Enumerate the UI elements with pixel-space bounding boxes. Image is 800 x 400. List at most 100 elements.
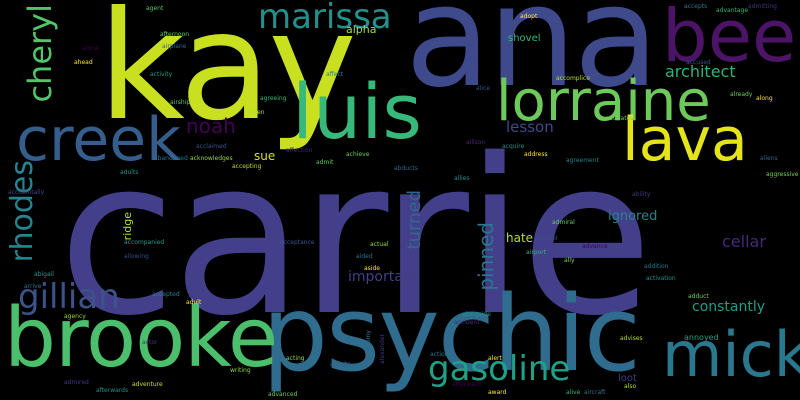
word-alpha: alpha	[346, 23, 377, 36]
word-acknowledges: acknowledges	[190, 155, 233, 162]
word-arrive: arrive	[24, 283, 42, 290]
word-lesson: lesson	[506, 118, 554, 136]
word-alcohol: alcohol	[536, 235, 558, 242]
word-acquire: acquire	[502, 143, 525, 150]
word-agent: agent	[146, 5, 164, 12]
word-pinned: pinned	[474, 222, 498, 291]
word-architect: architect	[665, 62, 736, 81]
word-affect: affect	[326, 71, 344, 78]
word-alone: alone	[82, 45, 99, 52]
word-alongside: alongside	[462, 311, 491, 318]
word-advanced: advanced	[268, 391, 298, 398]
word-airport: airport	[526, 249, 547, 256]
word-abandoned: abandoned	[154, 155, 188, 162]
word-advance: advance	[582, 243, 608, 250]
word-afternoon: afternoon	[160, 31, 190, 38]
word-lorraine: lorraine	[496, 69, 711, 134]
word-allies: allies	[454, 175, 470, 182]
word-rhodes: rhodes	[5, 160, 40, 263]
word-ahead: ahead	[74, 59, 93, 66]
word-admired: admired	[64, 379, 89, 386]
word-bee: bee	[662, 0, 797, 78]
word-airship: airship	[170, 99, 191, 106]
word-accident: accident	[454, 319, 480, 326]
word-award: award	[488, 389, 507, 396]
word-mick: mick	[662, 318, 800, 391]
word-alice: alice	[476, 85, 491, 92]
word-abducts: abducts	[394, 165, 418, 172]
word-accepted: accepted	[152, 291, 180, 298]
word-cellar: cellar	[722, 232, 766, 251]
word-already: already	[730, 91, 753, 98]
word-allison: allison	[466, 139, 486, 146]
word-admit: admit	[316, 159, 334, 166]
word-accomplice: accomplice	[556, 75, 590, 82]
word-advantage: advantage	[716, 7, 749, 14]
word-ridge: ridge	[121, 212, 134, 241]
word-agreeing: agreeing	[260, 95, 287, 102]
word-accused: accused	[686, 59, 711, 66]
word-aside: aside	[364, 265, 380, 272]
word-creek: creek	[16, 105, 181, 175]
word-actual: actual	[370, 241, 389, 248]
word-actor: actor	[142, 339, 158, 346]
word-gillian: gillian	[18, 277, 120, 317]
word-affection: affection	[286, 147, 313, 154]
word-constantly: constantly	[692, 299, 766, 315]
word-adult: adult	[186, 299, 202, 306]
word-turned: turned	[404, 190, 425, 250]
word-writing: writing	[230, 367, 251, 374]
word-annoyed: annoyed	[684, 333, 719, 342]
word-loot: loot	[618, 373, 637, 384]
word-ally: ally	[564, 257, 575, 264]
word-aliens: aliens	[760, 155, 778, 162]
word-allowing: allowing	[124, 253, 149, 260]
word-admiral: admiral	[552, 219, 575, 226]
word-psychic: psychic	[262, 273, 641, 395]
word-carrie: carrie	[58, 112, 653, 363]
word-adventure: adventure	[132, 381, 163, 388]
word-ignored: ignored	[608, 209, 658, 224]
word-agency: agency	[64, 313, 86, 320]
word-advises: advises	[620, 335, 643, 342]
word-sue: sue	[254, 149, 276, 163]
word-address: address	[524, 151, 548, 158]
word-acclaimed: acclaimed	[196, 143, 227, 150]
word-acceptance: acceptance	[280, 239, 315, 246]
word-along: along	[756, 95, 773, 102]
word-adduct: adduct	[688, 293, 709, 300]
word-adopt: adopt	[520, 13, 538, 20]
word-brooke: brooke	[4, 291, 278, 386]
word-shovel: shovel	[508, 33, 541, 44]
word-agreement: agreement	[566, 157, 599, 164]
word-lava: lava	[622, 105, 748, 175]
word-alien: alien	[250, 109, 265, 116]
word-aircraft: aircraft	[584, 389, 606, 396]
word-activity: activity	[150, 71, 173, 78]
word-ana: ana	[405, 0, 659, 119]
word-activates: activates	[606, 115, 634, 122]
word-afterward: afterward	[452, 381, 481, 388]
word-accidentally: accidentally	[8, 189, 45, 196]
word-important: important	[348, 269, 418, 285]
word-airplane: airplane	[162, 43, 187, 50]
word-abigail: abigail	[34, 271, 54, 278]
word-academy: academy	[365, 330, 372, 358]
word-accepts: accepts	[684, 3, 708, 10]
word-luis: luis	[292, 67, 422, 156]
word-marissa: marissa	[258, 0, 392, 37]
word-activation: activation	[646, 275, 676, 282]
word-admitting: admitting	[748, 3, 777, 10]
word-gasoline: gasoline	[428, 349, 571, 389]
word-ability: ability	[632, 191, 651, 198]
word-addition: addition	[644, 263, 669, 270]
word-afterwards: afterwards	[96, 387, 129, 394]
word-noah: noah	[186, 114, 236, 138]
word-admits: admits	[330, 361, 351, 368]
word-alive: alive	[566, 389, 581, 396]
word-aggressive: aggressive	[766, 171, 799, 178]
word-alexander: alexander	[379, 334, 386, 364]
word-aided: aided	[356, 253, 373, 260]
word-action: action	[430, 351, 449, 358]
